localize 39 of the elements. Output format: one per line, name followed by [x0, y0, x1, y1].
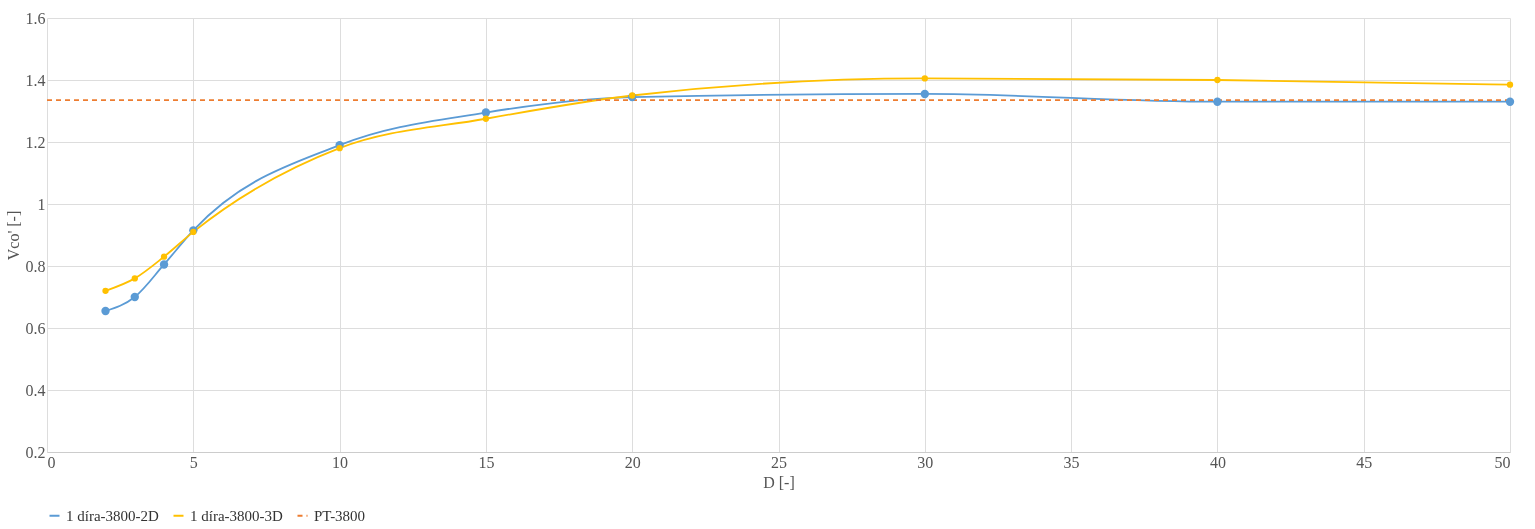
point [101, 306, 110, 316]
point [481, 108, 491, 117]
point [131, 275, 138, 282]
y-tick-label: 1 [37, 195, 46, 213]
point [920, 89, 929, 99]
y-axis-title: Vco' [-] [4, 210, 22, 261]
point [1506, 81, 1514, 88]
point [336, 145, 343, 152]
point [102, 287, 109, 294]
point [1505, 97, 1515, 106]
y-tick-label: 0.6 [25, 319, 46, 337]
y-tick-label: 0.8 [25, 257, 46, 275]
point [1213, 97, 1222, 106]
y-tick-label: 1.4 [25, 71, 46, 89]
point [130, 292, 139, 302]
point [482, 115, 490, 122]
point [159, 260, 169, 269]
legend-label: 1 díra-3800-3D [190, 507, 284, 524]
x-axis-title: D [-] [763, 473, 795, 491]
y-tick-label: 1.2 [25, 133, 46, 151]
x-tick-label: 50 [1494, 453, 1511, 471]
y-tick-label: 0.4 [25, 381, 46, 399]
x-tick-label: 20 [624, 453, 641, 471]
point [921, 75, 928, 82]
x-tick-label: 40 [1209, 453, 1226, 471]
x-tick-label: 15 [478, 453, 495, 471]
x-tick-label: 30 [917, 453, 934, 471]
x-tick-label: 45 [1356, 453, 1373, 471]
y-tick-label: 0.2 [25, 443, 46, 461]
x-tick-label: 0 [47, 453, 56, 471]
x-tick-label: 5 [189, 453, 198, 471]
x-tick-label: 10 [332, 453, 349, 471]
x-tick-label: 35 [1063, 453, 1080, 471]
point [160, 253, 168, 260]
x-tick-label: 25 [771, 453, 787, 471]
point [1214, 76, 1221, 84]
legend-label: 1 díra-3800-2D [66, 507, 160, 524]
y-tick-label: 1.6 [25, 9, 46, 27]
legend-label: PT-3800 [314, 507, 366, 524]
